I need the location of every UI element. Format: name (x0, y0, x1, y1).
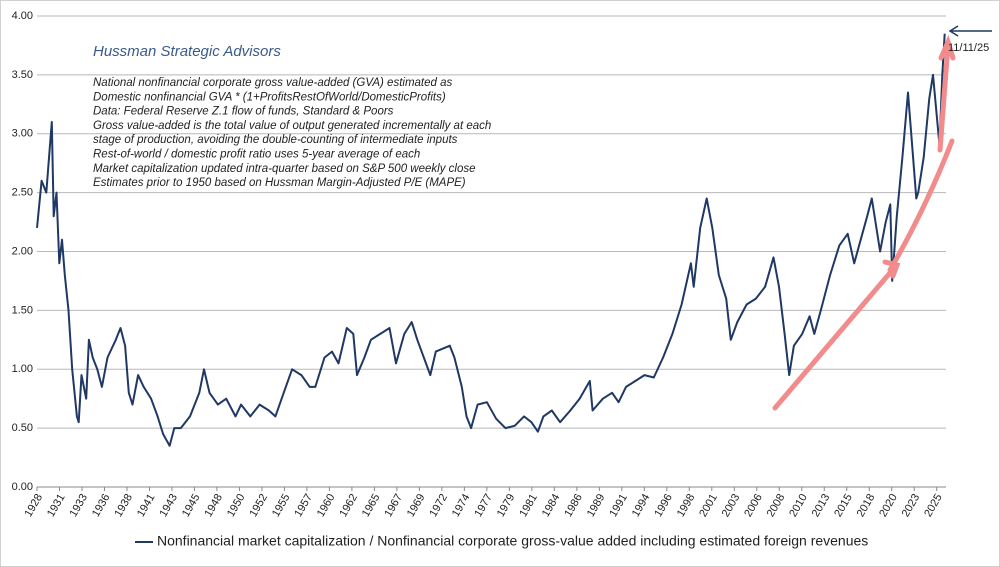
note: Domestic nonfinancial GVA * (1+ProfitsRe… (93, 91, 446, 103)
pointer-arrow (948, 25, 992, 37)
y-tick-label: 0.00 (12, 481, 33, 493)
series-line (36, 33, 946, 447)
legend-label: Nonfinancial market capitalization / Non… (157, 533, 868, 549)
y-tick-label: 2.00 (12, 245, 33, 257)
note: Estimates prior to 1950 based on Hussman… (93, 177, 466, 189)
y-tick-label: 3.00 (12, 128, 33, 140)
note: stage of production, avoiding the double… (93, 134, 458, 146)
note: Rest-of-world / domestic profit ratio us… (93, 149, 420, 161)
arrow (772, 264, 898, 411)
note: Data: Federal Reserve Z.1 flow of funds,… (93, 106, 394, 118)
y-tick-label: 1.50 (12, 304, 33, 316)
note: Gross value-added is the total value of … (93, 120, 491, 132)
arrow (937, 42, 951, 153)
arrow-head (882, 259, 901, 279)
arrow (887, 138, 955, 273)
annotation: 11/11/25 (948, 42, 989, 54)
plot (36, 33, 946, 447)
notes: National nonfinancial corporate gross va… (93, 77, 491, 189)
y-tick-label: 4.00 (12, 10, 33, 22)
y-tick-label: 3.50 (12, 69, 33, 81)
arrow (948, 25, 992, 37)
note: National nonfinancial corporate gross va… (93, 77, 453, 89)
note: Market capitalization updated intra-quar… (93, 163, 476, 175)
annotation-arrows (772, 34, 956, 411)
chart-title: Hussman Strategic Advisors (93, 43, 281, 60)
y-tick-label: 0.50 (12, 422, 33, 434)
y-tick-label: 1.00 (12, 363, 33, 375)
y-tick-label: 2.50 (12, 187, 33, 199)
arrow-head (938, 34, 956, 61)
